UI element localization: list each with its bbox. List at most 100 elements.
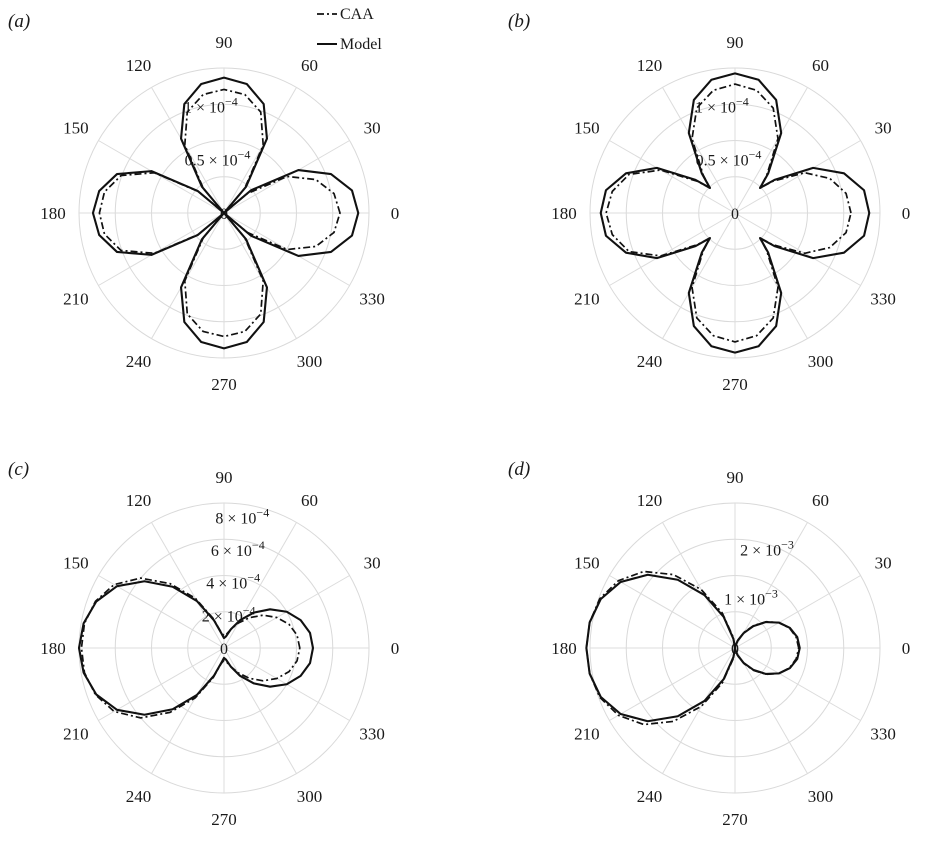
radial-tick-base: 8 × 10 [215, 511, 256, 528]
radial-tick-label: 4 × 10−4 [206, 571, 260, 593]
angle-tick-label: 270 [211, 375, 237, 394]
angle-tick-label: 90 [727, 468, 744, 487]
angle-tick-label: 210 [63, 725, 89, 744]
grid-spoke-d-210 [609, 647, 736, 721]
angle-tick-label: 300 [297, 787, 323, 806]
radial-tick-base: 0 [220, 641, 228, 658]
angle-tick-label: 150 [574, 554, 600, 573]
radial-tick-label: 1 × 10−3 [724, 587, 778, 609]
radial-tick-exponent: −3 [765, 587, 778, 601]
angle-tick-label: 120 [637, 491, 663, 510]
angle-tick-label: 120 [126, 491, 152, 510]
series-caa-line-b [605, 83, 852, 343]
radial-tick-exponent: −4 [256, 506, 269, 520]
grid-spoke-b-210 [609, 212, 736, 286]
radial-tick-exponent: −4 [252, 538, 265, 552]
angle-tick-label: 180 [551, 639, 577, 658]
angle-tick-label: 60 [812, 491, 829, 510]
angle-tick-label: 270 [211, 810, 237, 829]
radial-tick-base: 1 × 10 [695, 99, 736, 116]
angle-tick-label: 240 [637, 787, 663, 806]
radial-tick-base: 2 × 10 [202, 608, 243, 625]
radial-tick-exponent: −4 [736, 94, 749, 108]
angle-tick-label: 120 [637, 56, 663, 75]
angle-tick-label: 210 [574, 725, 600, 744]
angle-tick-label: 180 [40, 639, 66, 658]
angle-tick-label: 30 [364, 554, 381, 573]
angle-tick-label: 120 [126, 56, 152, 75]
grid-spoke-b-300 [734, 212, 808, 339]
series-model-line-c [77, 580, 315, 716]
radial-tick-base: 4 × 10 [206, 576, 247, 593]
angle-tick-label: 0 [391, 204, 400, 223]
grid-spoke-a-30 [223, 140, 350, 214]
radial-tick-base: 0 [731, 206, 739, 223]
angle-tick-label: 330 [870, 290, 896, 309]
grid-spoke-d-300 [734, 647, 808, 774]
angle-tick-label: 0 [902, 639, 911, 658]
grid-spoke-a-120 [151, 87, 225, 214]
radial-tick-exponent: −4 [247, 571, 260, 585]
radial-tick-base: 0.5 × 10 [696, 153, 749, 170]
angle-tick-label: 300 [297, 352, 323, 371]
angle-tick-label: 0 [391, 639, 400, 658]
radial-tick-base: 2 × 10 [740, 543, 781, 560]
radial-tick-base: 0.5 × 10 [185, 153, 238, 170]
grid-spoke-d-120 [662, 522, 736, 649]
grid-spoke-c-300 [223, 647, 297, 774]
panel-label-a: (a) [8, 11, 30, 32]
angle-tick-label: 180 [40, 204, 66, 223]
panel-label-c: (c) [8, 459, 29, 480]
grid-spoke-c-60 [223, 522, 297, 649]
grid-spoke-b-150 [609, 140, 736, 214]
grid-spoke-c-120 [151, 522, 225, 649]
angle-tick-label: 30 [875, 119, 892, 138]
angle-tick-label: 180 [551, 204, 577, 223]
radial-tick-label: 2 × 10−3 [740, 538, 794, 560]
radial-tick-label: 1 × 10−4 [695, 94, 749, 116]
angle-tick-label: 240 [637, 352, 663, 371]
radial-tick-label: 0.5 × 10−4 [185, 148, 251, 170]
legend-model-label: Model [340, 36, 382, 53]
panel-label-b: (b) [508, 11, 530, 32]
radial-tick-label: 0 [731, 206, 739, 223]
grid-spoke-b-120 [662, 87, 736, 214]
angle-tick-label: 60 [812, 56, 829, 75]
series-model-line-d [585, 573, 801, 723]
radial-tick-exponent: −4 [225, 94, 238, 108]
legend: CAA Model [317, 6, 382, 53]
grid-spoke-d-240 [662, 647, 736, 774]
radial-tick-base: 1 × 10 [724, 592, 765, 609]
grid-spoke-d-150 [609, 575, 736, 649]
angle-tick-label: 330 [359, 725, 385, 744]
grid-spoke-b-30 [734, 140, 861, 214]
angle-tick-label: 210 [63, 290, 89, 309]
grid-spoke-a-330 [223, 212, 350, 286]
polar-panel-c: 0 30 60 90 120 150 180 210 240 270 300 330 0 2 × 10 −4… [8, 459, 399, 829]
angle-tick-label: 210 [574, 290, 600, 309]
angle-tick-label: 150 [63, 119, 89, 138]
grid-spoke-a-210 [98, 212, 225, 286]
radial-tick-label: 0.5 × 10−4 [696, 148, 762, 170]
angle-tick-label: 90 [727, 33, 744, 52]
radial-tick-label: 8 × 10−4 [215, 506, 269, 528]
radial-tick-base: 6 × 10 [211, 543, 252, 560]
radial-tick-label: 1 × 10−4 [184, 94, 238, 116]
grid-spoke-a-60 [223, 87, 297, 214]
angle-tick-label: 60 [301, 56, 318, 75]
polar-panel-b: 0 30 60 90 120 150 180 210 240 270 300 330 0 0.5 × 10… [508, 11, 910, 394]
angle-tick-label: 240 [126, 352, 152, 371]
radial-tick-label: 6 × 10−4 [211, 538, 265, 560]
radial-tick-label: 0 [220, 641, 228, 658]
angle-tick-label: 150 [574, 119, 600, 138]
angle-tick-label: 30 [875, 554, 892, 573]
grid-spoke-a-240 [151, 212, 225, 339]
radial-tick-exponent: −4 [749, 148, 762, 162]
grid-spoke-d-60 [734, 522, 808, 649]
angle-tick-label: 330 [870, 725, 896, 744]
panel-label-d: (d) [508, 459, 530, 480]
grid-spoke-b-60 [734, 87, 808, 214]
